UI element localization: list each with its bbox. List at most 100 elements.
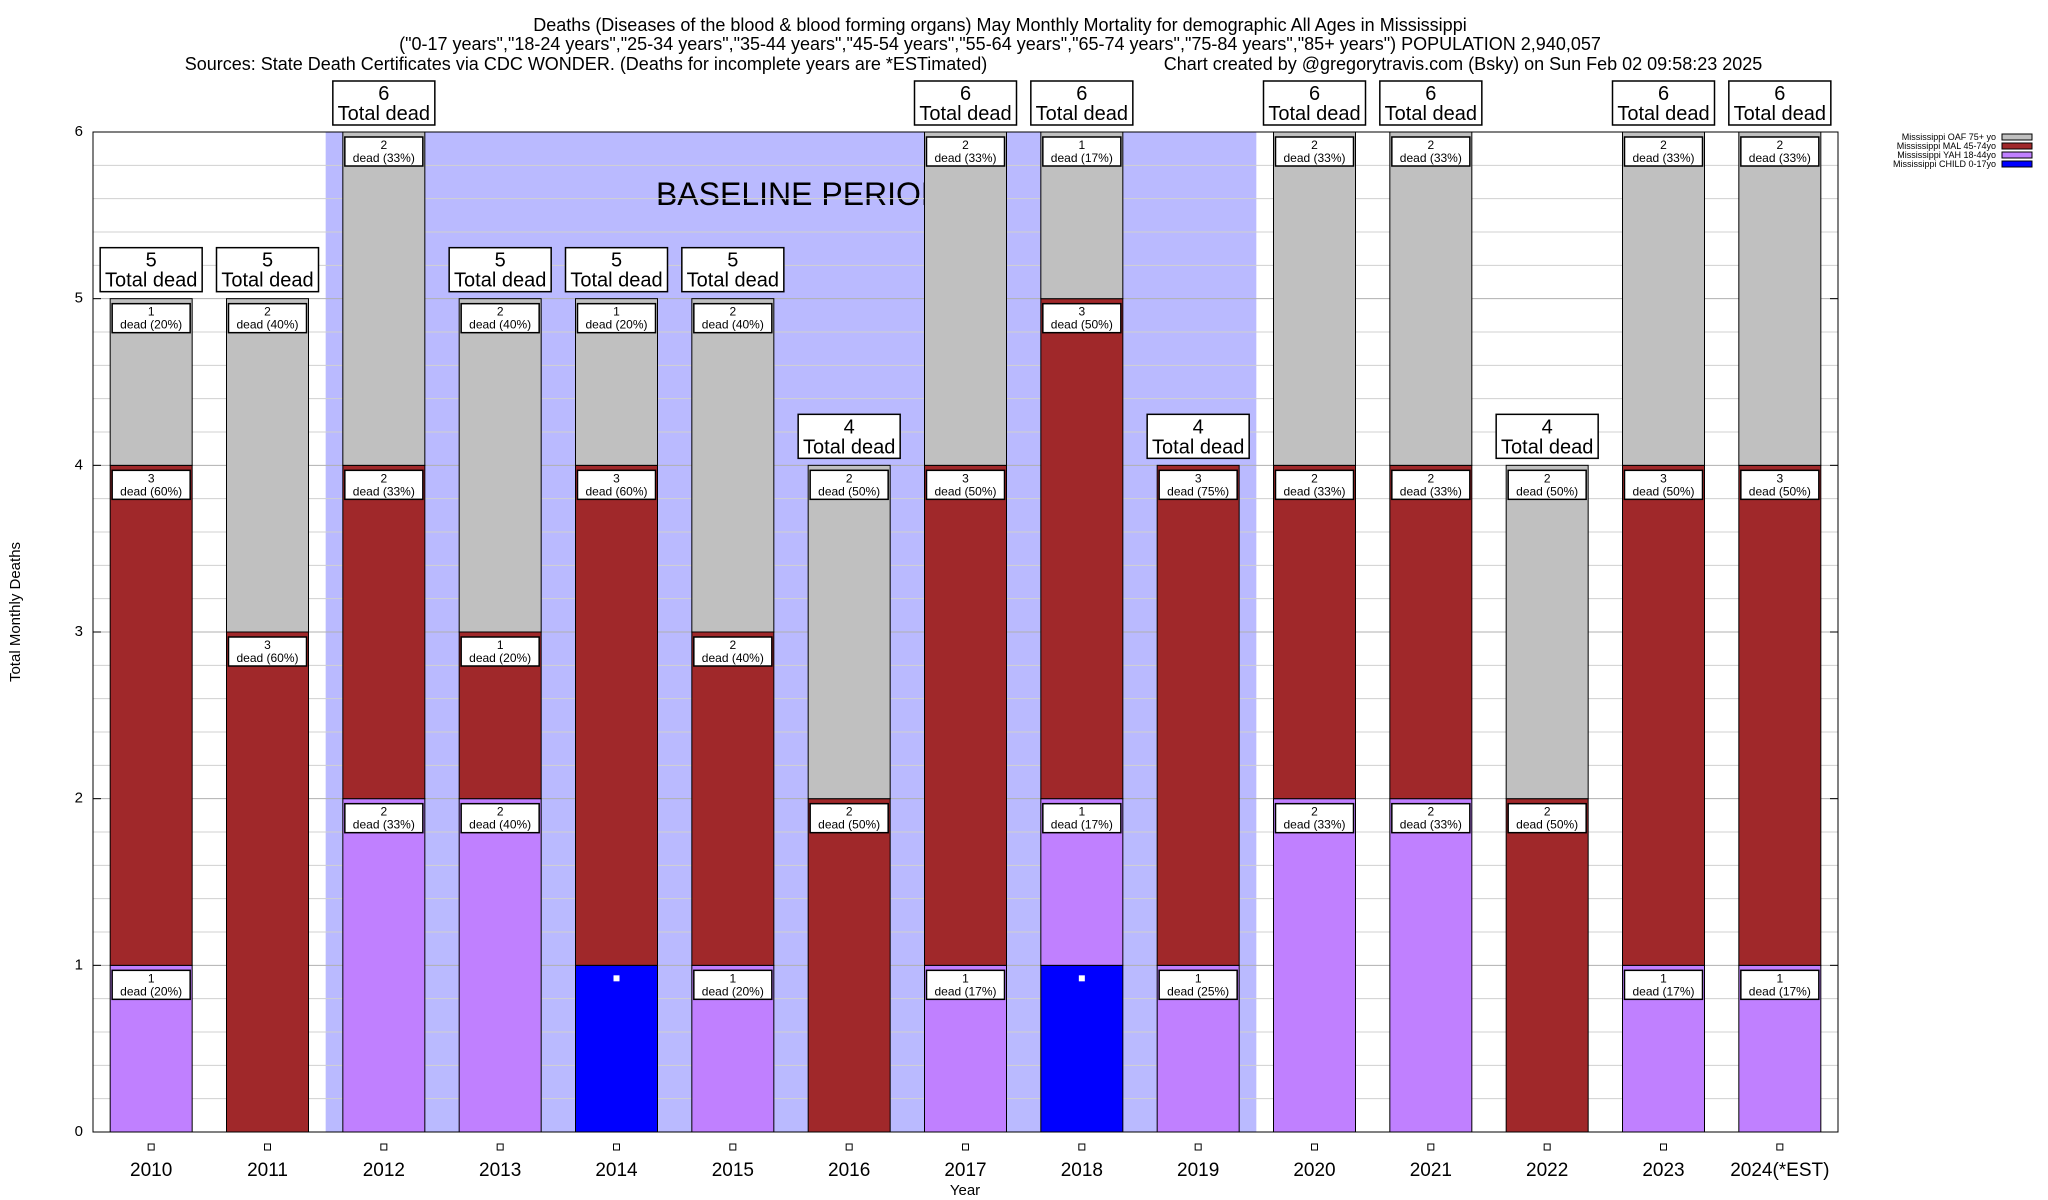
- segment-percent-label: dead (17%): [1632, 984, 1694, 998]
- segment-count-label: 2: [264, 305, 271, 319]
- segment-label-box: [925, 136, 1006, 167]
- x-tick-marker: [1311, 1143, 1318, 1151]
- segment-percent-label: dead (33%): [1632, 151, 1694, 165]
- segment-marker: [1078, 975, 1085, 982]
- segment-count-label: 1: [497, 638, 504, 652]
- segment-label-box: [1740, 136, 1820, 167]
- segment-percent-label: dead (20%): [585, 318, 647, 332]
- total-label-box: [797, 413, 901, 460]
- segment-percent-label: dead (33%): [353, 818, 415, 832]
- x-tick-label: 2012: [363, 1160, 405, 1181]
- segment-percent-label: dead (20%): [702, 984, 764, 998]
- total-label-box: [1379, 80, 1483, 126]
- segment-label-box: [1158, 469, 1238, 501]
- bar-segment: [1273, 131, 1356, 466]
- bar-segment: [1622, 464, 1705, 966]
- bar-segment: [1040, 298, 1124, 800]
- x-tick-marker: [1660, 1143, 1667, 1151]
- total-count-label: 5: [146, 250, 157, 272]
- chart-title-line-1: Deaths (Diseases of the blood & blood fo…: [533, 15, 1466, 35]
- segment-percent-label: dead (17%): [1749, 984, 1811, 998]
- x-tick-marker: [1194, 1143, 1202, 1151]
- bar-segment: [1738, 131, 1822, 466]
- x-tick-label: 2018: [1061, 1160, 1103, 1181]
- segment-percent-label: dead (25%): [1167, 984, 1229, 998]
- total-count-label: 6: [1309, 83, 1320, 105]
- total-label-box: [564, 246, 669, 293]
- bar-segment: [1505, 798, 1589, 1133]
- bar-segment: [1389, 798, 1473, 1133]
- segment-percent-label: dead (60%): [585, 484, 647, 498]
- segment-count-label: 2: [962, 138, 969, 152]
- segment-count-label: 2: [1311, 805, 1318, 819]
- segment-percent-label: dead (33%): [934, 151, 996, 165]
- total-count-label: 5: [611, 250, 622, 272]
- bar-segment: [1389, 131, 1473, 466]
- x-tick-label: 2020: [1293, 1160, 1335, 1181]
- total-count-label: 6: [1774, 83, 1785, 105]
- segment-percent-label: dead (33%): [1283, 818, 1345, 832]
- segment-count-label: 1: [1195, 971, 1202, 985]
- segment-label-box: [576, 302, 657, 334]
- segment-percent-label: dead (33%): [1283, 484, 1345, 498]
- total-count-label: 6: [1076, 83, 1087, 105]
- segment-label-box: [111, 969, 191, 1001]
- segment-label-box: [693, 969, 773, 1001]
- total-label-box: [681, 246, 785, 293]
- segment-label-box: [925, 469, 1006, 501]
- segment-percent-label: dead (50%): [1516, 484, 1578, 498]
- segment-percent-label: dead (33%): [353, 484, 415, 498]
- segment-count-label: 2: [1544, 805, 1551, 819]
- segment-count-label: 2: [497, 805, 504, 819]
- total-count-label: 6: [378, 83, 389, 105]
- segment-label-box: [460, 636, 540, 667]
- total-suffix-label: Total dead: [570, 270, 662, 292]
- bar-segment: [1273, 464, 1356, 800]
- x-tick-marker: [264, 1143, 271, 1151]
- bar-segment: [1389, 464, 1473, 800]
- x-tick-label: 2011: [247, 1160, 288, 1181]
- segment-count-label: 2: [380, 138, 387, 152]
- total-count-label: 6: [960, 83, 971, 105]
- segment-count-label: 2: [1427, 471, 1434, 485]
- total-suffix-label: Total dead: [1734, 103, 1826, 125]
- bar-segment: [575, 964, 658, 1133]
- segment-percent-label: dead (40%): [236, 318, 298, 332]
- x-tick-label: 2023: [1642, 1160, 1684, 1181]
- segment-count-label: 1: [1776, 971, 1783, 985]
- segment-count-label: 2: [846, 471, 853, 485]
- x-tick-label: 2022: [1526, 1160, 1568, 1181]
- x-tick-label: 2010: [130, 1160, 172, 1181]
- y-tick-label: 4: [75, 456, 83, 473]
- bar-segment: [691, 631, 775, 966]
- legend-entry-label: Mississippi YAH 18-44yo: [1897, 150, 1996, 160]
- y-tick-label: 2: [75, 790, 83, 807]
- segment-label-box: [1042, 302, 1122, 334]
- segment-count-label: 3: [1078, 305, 1085, 319]
- x-tick-label: 2015: [712, 1160, 754, 1181]
- segment-percent-label: dead (33%): [1400, 484, 1462, 498]
- segment-label-box: [227, 302, 308, 334]
- segment-label-box: [693, 636, 773, 667]
- bar-segment: [1273, 798, 1356, 1133]
- segment-label-box: [925, 969, 1006, 1001]
- bar-segment: [226, 631, 309, 1133]
- legend-swatch: [2001, 151, 2033, 159]
- segment-percent-label: dead (33%): [353, 151, 415, 165]
- segment-percent-label: dead (60%): [120, 484, 182, 498]
- segment-count-label: 2: [497, 305, 504, 319]
- total-suffix-label: Total dead: [105, 270, 197, 292]
- segment-percent-label: dead (20%): [120, 984, 182, 998]
- segment-count-label: 3: [1776, 471, 1783, 485]
- segment-label-box: [344, 802, 424, 834]
- segment-count-label: 3: [148, 471, 155, 485]
- segment-percent-label: dead (50%): [818, 818, 880, 832]
- total-suffix-label: Total dead: [454, 270, 546, 292]
- segment-percent-label: dead (17%): [934, 984, 996, 998]
- segment-count-label: 2: [380, 805, 387, 819]
- segment-percent-label: dead (40%): [469, 818, 531, 832]
- segment-percent-label: dead (50%): [818, 484, 880, 498]
- segment-count-label: 1: [613, 305, 620, 319]
- bar-segment: [1505, 464, 1589, 800]
